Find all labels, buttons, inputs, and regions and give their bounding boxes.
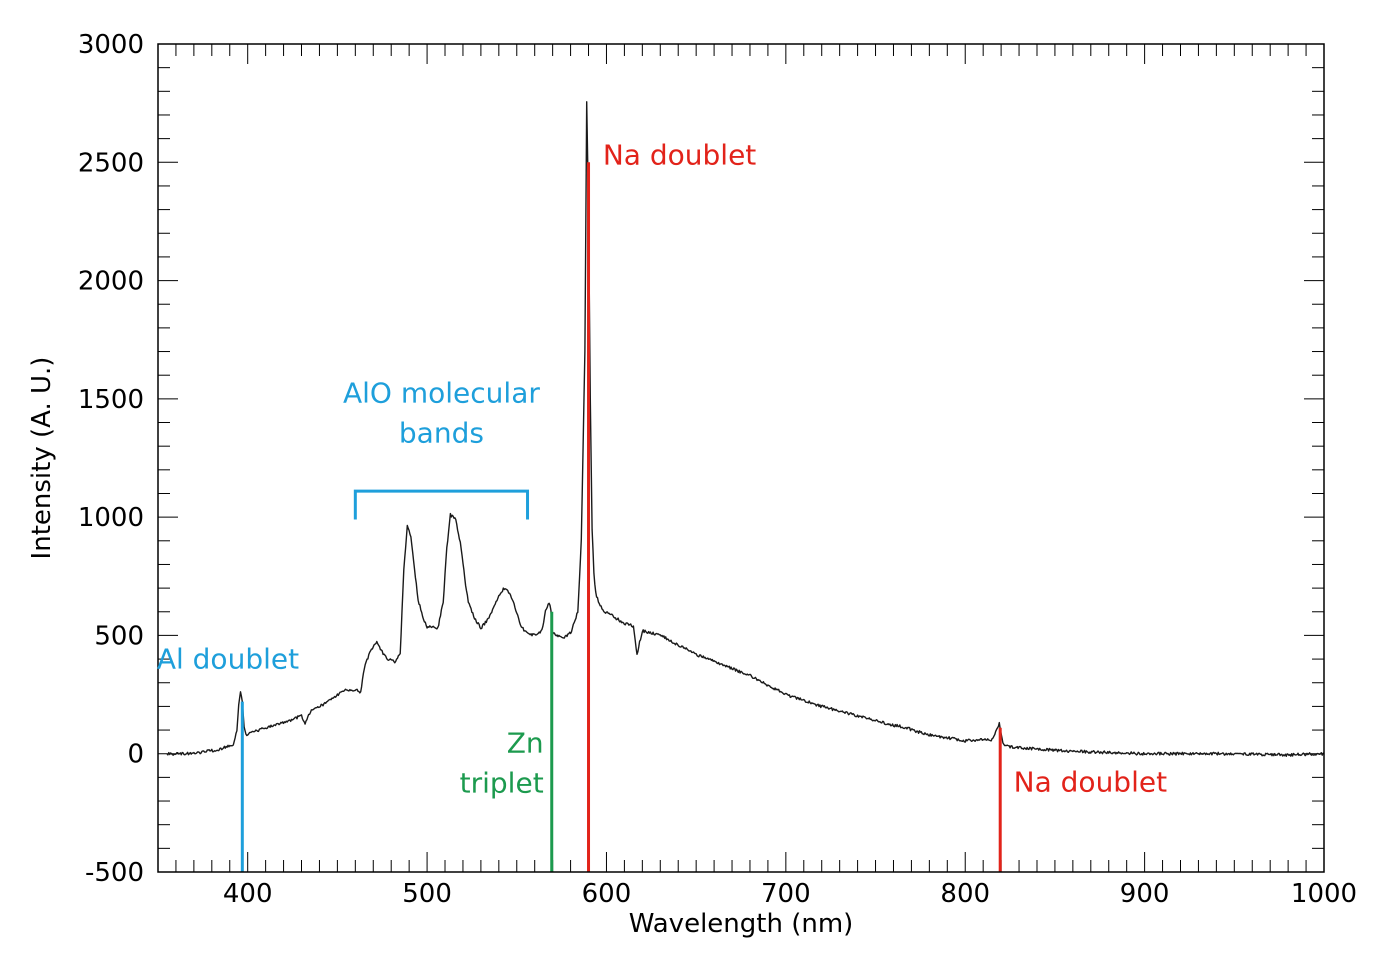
y-tick-label: 3000 — [78, 30, 144, 60]
y-tick-label: 1000 — [78, 503, 144, 533]
annotation-label: AlO molecular bands — [343, 377, 540, 450]
series-layer — [166, 101, 1325, 757]
annotation-layer: Al doublet AlO molecular bands Zn triplet Na … — [157, 139, 1167, 800]
x-tick-label: 1000 — [1291, 879, 1357, 909]
x-tick-label: 700 — [761, 879, 811, 909]
x-tick-label: 400 — [223, 879, 273, 909]
annotation-label: Na doublet — [603, 139, 756, 172]
y-tick-label: 0 — [127, 740, 144, 770]
y-tick-label: 500 — [94, 621, 144, 651]
y-axis-title: Intensity (A. U.) — [27, 357, 57, 560]
x-tick-labels: 400 500 600 700 800 900 1000 — [223, 879, 1357, 909]
x-axis-title: Wavelength (nm) — [629, 909, 854, 939]
x-tick-label: 800 — [940, 879, 990, 909]
y-tick-labels: -500 0 500 1000 1500 2000 2500 3000 — [78, 30, 144, 888]
minor-ticks — [157, 43, 1325, 873]
annotation-label: Na doublet — [1014, 766, 1167, 799]
x-tick-label: 600 — [582, 879, 632, 909]
y-tick-label: 1500 — [78, 385, 144, 415]
x-tick-label: 900 — [1120, 879, 1170, 909]
y-tick-label: 2000 — [78, 267, 144, 297]
y-tick-label: 2500 — [78, 148, 144, 178]
bands-bracket — [353, 489, 530, 520]
x-tick-label: 500 — [402, 879, 452, 909]
y-tick-label: -500 — [85, 858, 144, 888]
spectrum-line — [166, 101, 1325, 757]
annotation-label: Al doublet — [157, 643, 299, 676]
plot-frame — [157, 43, 1325, 873]
annotation-label: Zn triplet — [460, 727, 544, 800]
marker-layer — [240, 162, 1002, 872]
